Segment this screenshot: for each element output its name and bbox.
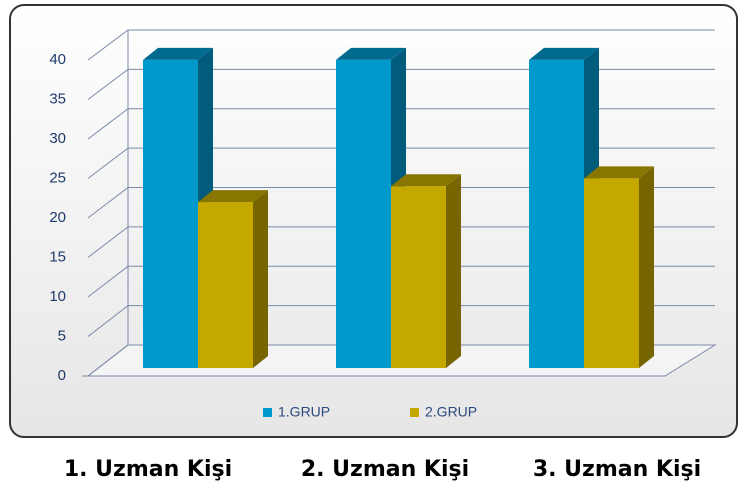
grid-line [87,68,715,100]
bar-top [529,47,599,60]
grid-line [87,305,715,337]
bar-side [639,166,654,368]
legend-label: 2.GRUP [425,404,477,420]
bar-side [253,190,268,368]
y-tick-label: 5 [58,327,66,344]
legend-label: 1.GRUP [278,404,330,420]
bar [529,59,584,369]
y-tick-label: 40 [49,51,66,68]
y-tick-label: 25 [49,169,66,186]
bar [391,186,446,368]
bar-side [446,174,461,368]
bar [336,59,391,369]
grid-line [87,265,715,298]
grid-line [87,29,715,61]
category-label: 2. Uzman Kişi [301,457,469,482]
bar-top [391,174,461,187]
legend-swatch [263,408,272,417]
grid-line [87,108,715,140]
bar-top [198,190,268,203]
grid-line [87,344,715,377]
y-tick-label: 30 [49,130,66,147]
bar-top [336,47,406,60]
y-tick-label: 35 [49,90,66,107]
category-label: 1. Uzman Kişi [64,457,232,482]
bar [584,178,639,368]
grid-line [87,226,715,258]
grid-line [87,187,715,219]
y-tick-label: 20 [49,209,66,226]
bar [198,202,253,368]
y-tick-label: 0 [58,367,66,384]
bar [143,59,198,369]
legend-swatch [410,408,419,417]
bar-top [143,47,213,60]
y-tick-label: 10 [49,288,66,305]
bar-top [584,166,654,179]
grid-line [87,147,715,179]
y-tick-label: 15 [49,248,66,265]
category-label: 3. Uzman Kişi [533,457,701,482]
